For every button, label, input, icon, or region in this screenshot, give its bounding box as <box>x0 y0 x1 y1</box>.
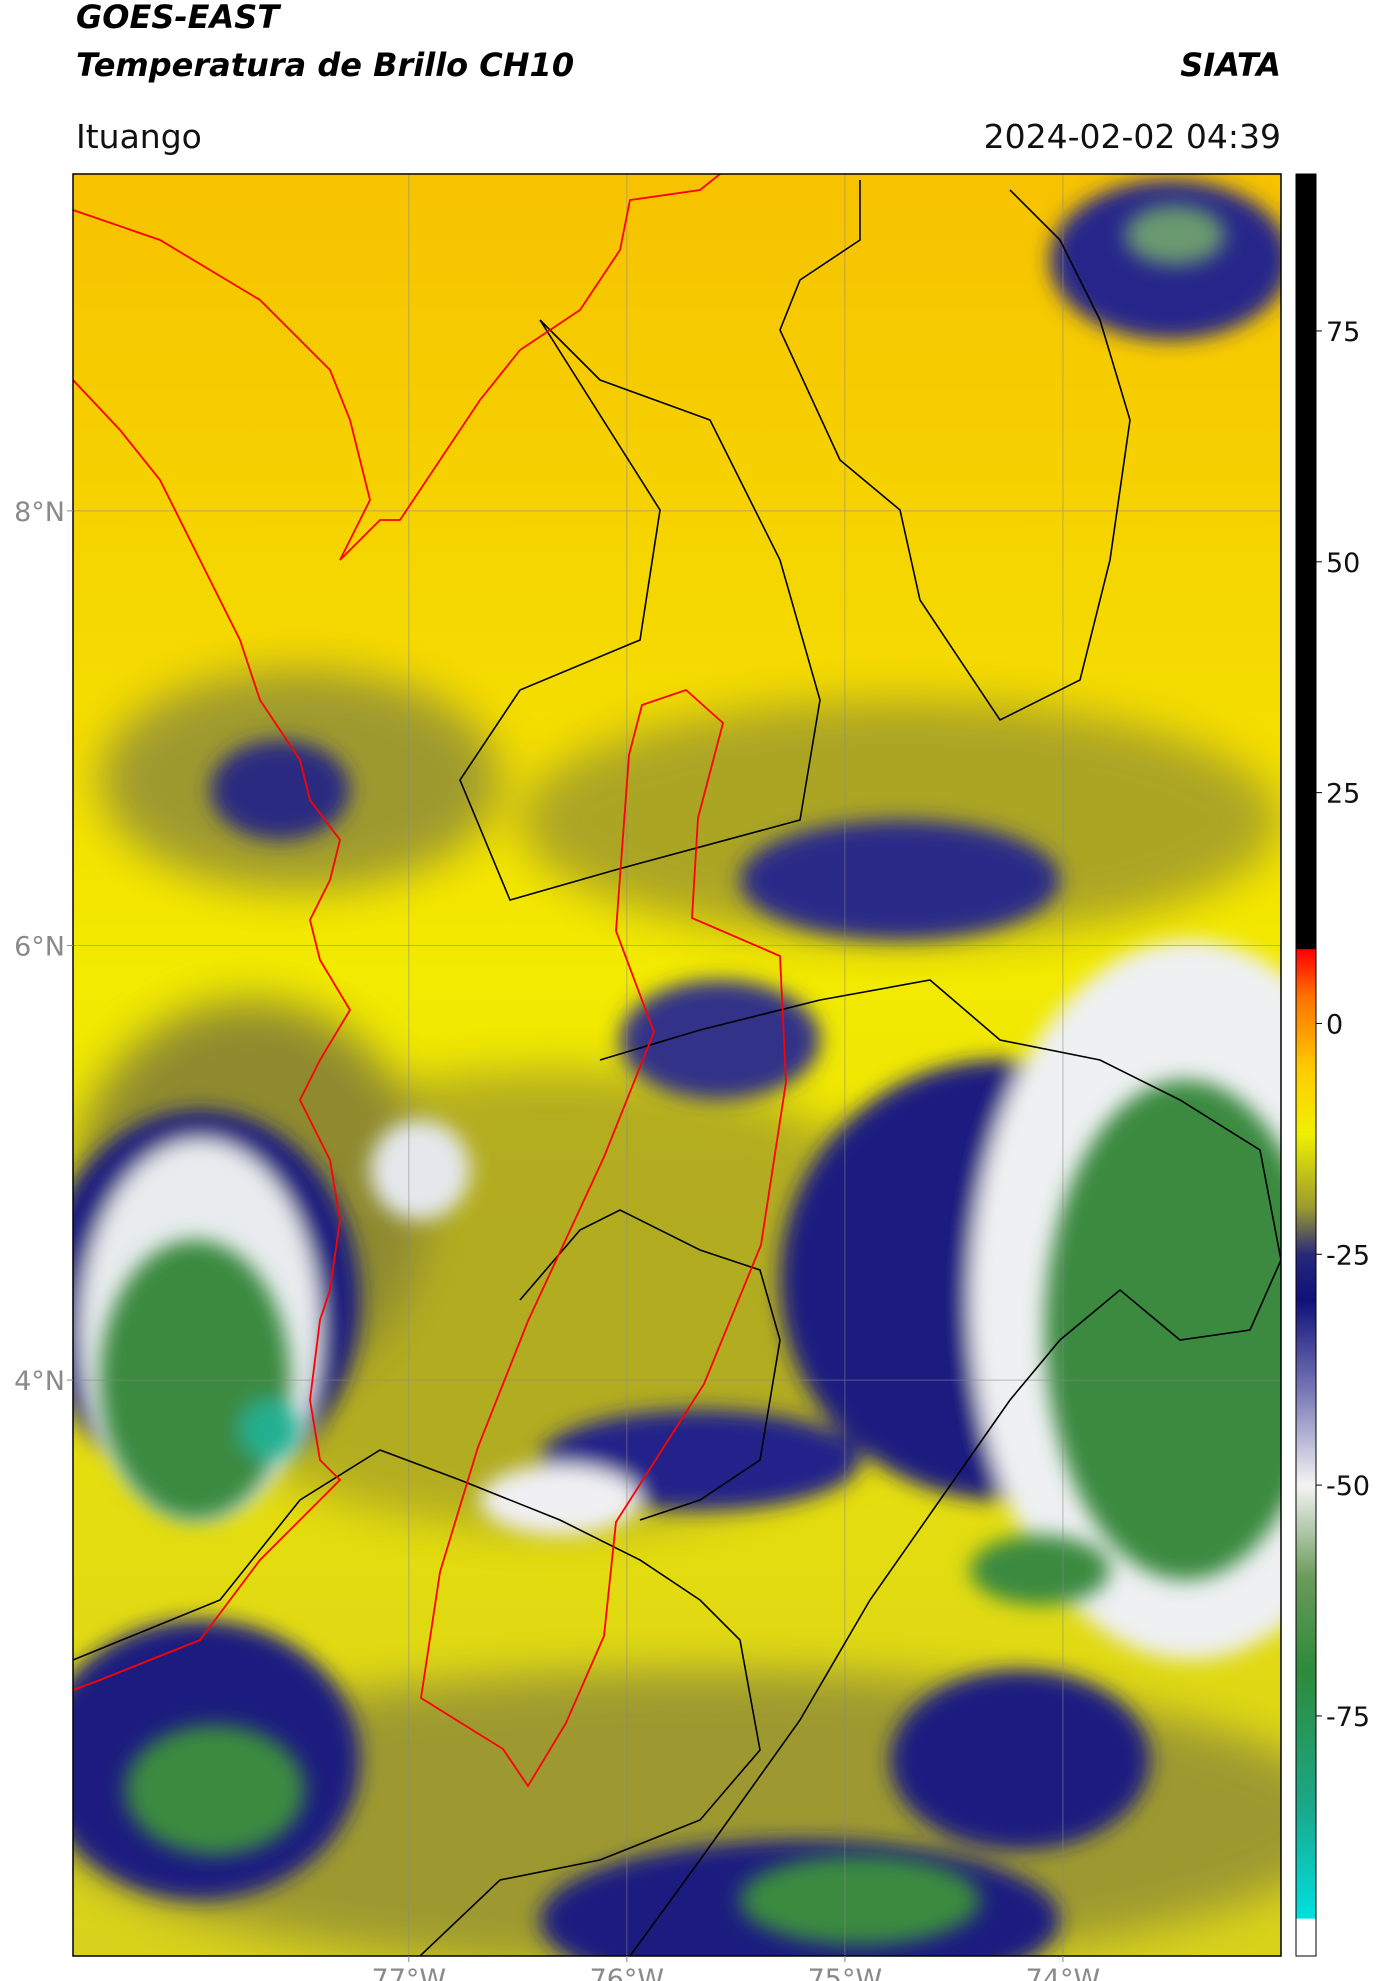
lat-tick-label: 4°N <box>14 1366 65 1397</box>
lon-tick-label: 74°W <box>1026 1964 1101 1981</box>
coastline <box>73 379 352 1691</box>
region: Ituango <box>76 117 202 156</box>
admin-border <box>459 319 821 901</box>
colorbar-tick-label: 50 <box>1326 548 1360 579</box>
map-frame <box>72 173 1282 1957</box>
colorbar-tick-label: -25 <box>1326 1240 1370 1271</box>
institution: SIATA <box>1180 46 1281 84</box>
admin-border <box>779 180 1131 722</box>
admin-border <box>519 1209 781 1521</box>
product-title: Temperatura de Brillo CH10 <box>76 46 574 84</box>
lon-tick-label: 75°W <box>808 1964 883 1981</box>
lon-tick-label: 77°W <box>372 1964 447 1981</box>
datetime: 2024-02-02 04:39 <box>984 117 1281 156</box>
colorbar <box>1295 173 1317 1957</box>
colorbar-tick-label: -50 <box>1326 1471 1370 1502</box>
satellite-title: GOES-EAST <box>76 0 281 36</box>
colorbar-tick-label: 75 <box>1326 317 1360 348</box>
ituango-basin <box>420 688 787 1788</box>
lat-tick-label: 8°N <box>14 497 65 528</box>
admin-border <box>73 1449 761 1956</box>
coastline <box>73 174 721 561</box>
lon-tick-label: 76°W <box>590 1964 665 1981</box>
admin-border <box>599 979 1281 1956</box>
satellite-image <box>73 174 1281 1956</box>
colorbar-tick-label: -75 <box>1326 1702 1370 1733</box>
lat-tick-label: 6°N <box>14 931 65 962</box>
colorbar-tick-label: 0 <box>1326 1009 1343 1040</box>
colorbar-tick-label: 25 <box>1326 779 1360 810</box>
